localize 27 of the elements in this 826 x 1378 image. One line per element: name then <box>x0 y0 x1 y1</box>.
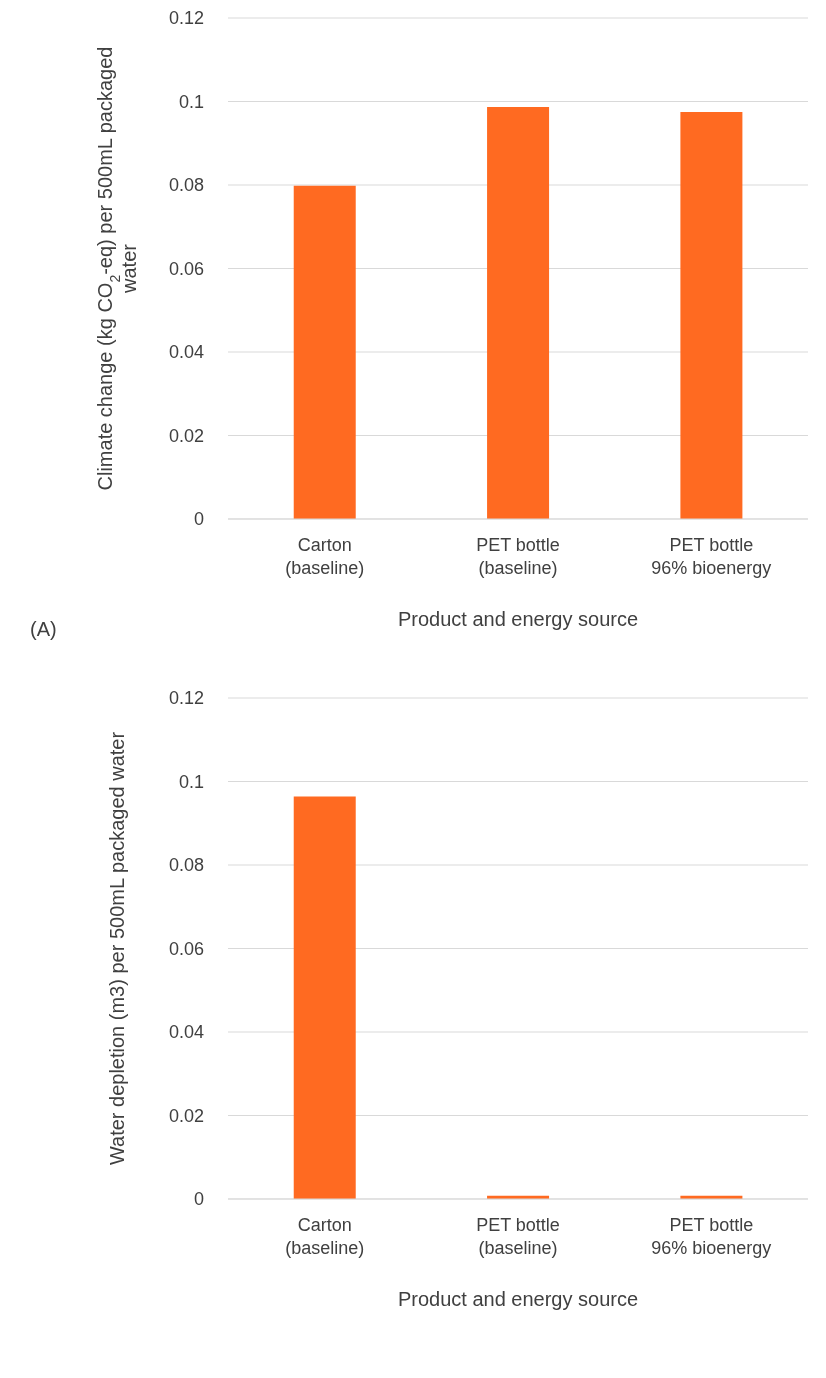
x-tick-label: PET bottle 96% bioenergy <box>651 535 772 578</box>
y-tick-label: 0 <box>193 1189 204 1210</box>
x-axis-title: Product and energy source <box>397 1288 639 1310</box>
y-tick-label: 0.1 <box>178 771 204 792</box>
y-tick-label: 0.04 <box>168 342 204 363</box>
x-tick-label: PET bottle (baseline) <box>476 535 560 578</box>
y-tick-label: 0.1 <box>178 91 204 112</box>
y-tick-label: 0.02 <box>168 425 204 446</box>
x-tick-label: PET bottle (baseline) <box>476 1215 560 1258</box>
x-tick-label: Carton (baseline) <box>285 535 365 578</box>
x-tick-label: Carton (baseline) <box>285 1215 365 1258</box>
y-tick-label: 0.02 <box>168 1105 204 1126</box>
y-tick-label: 0.08 <box>168 855 204 876</box>
bar <box>293 185 356 519</box>
text: (A) <box>30 618 57 641</box>
y-tick-label: 0.04 <box>168 1022 204 1043</box>
x-axis-title: Product and energy source <box>397 608 639 630</box>
y-tick-label: 0.06 <box>168 938 204 959</box>
y-tick-label: 0.08 <box>168 175 204 196</box>
bar <box>680 111 743 519</box>
y-tick-label: 0.12 <box>168 688 204 709</box>
y-tick-label: 0.06 <box>168 258 204 279</box>
y-tick-label: 0.12 <box>168 8 204 29</box>
y-axis-title: Water depletion (m3) per 500mL packaged water <box>106 731 128 1166</box>
x-tick-label: PET bottle 96% bioenergy <box>651 1215 772 1258</box>
bar <box>487 106 550 519</box>
y-tick-label: 0 <box>193 509 204 530</box>
